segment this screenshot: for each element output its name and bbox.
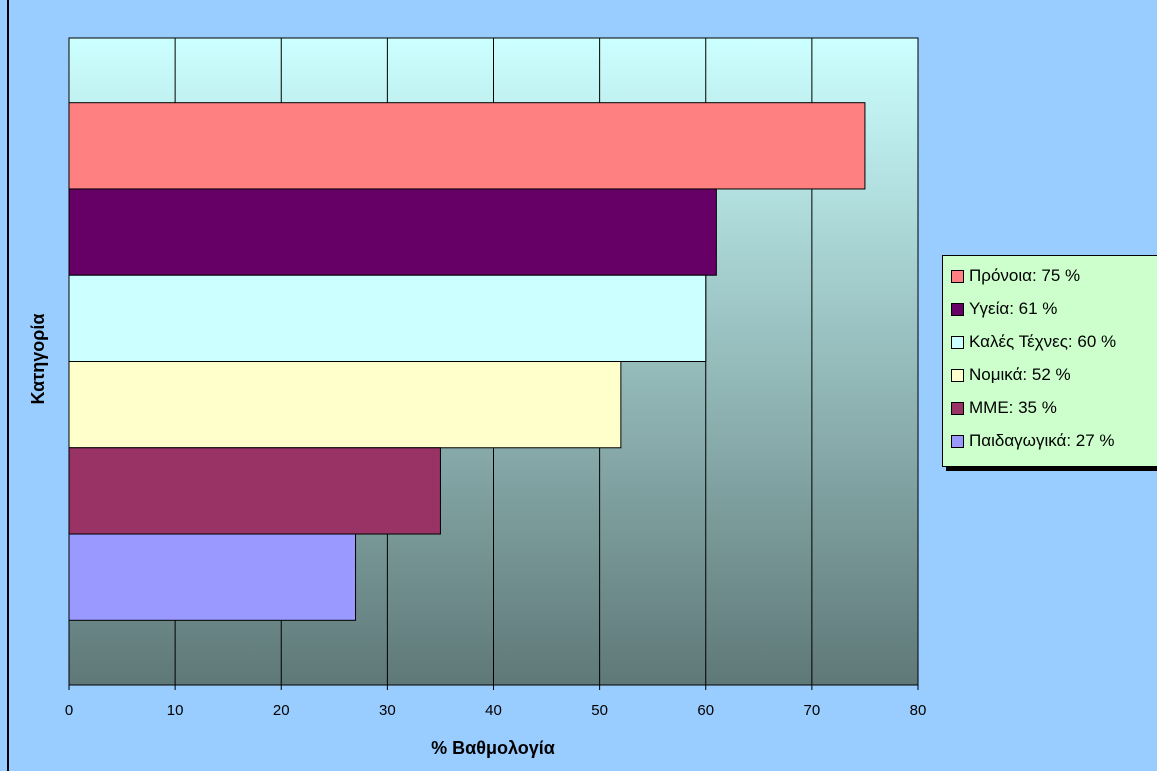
legend-swatch-mme: [951, 401, 964, 415]
legend-item-mme: ΜΜΕ: 35 %: [951, 395, 1057, 421]
legend-item-nomika: Νομικά: 52 %: [951, 362, 1071, 388]
x-tick-label-80: 80: [910, 702, 927, 719]
legend-label-pronoia: Πρόνοια: 75 %: [969, 266, 1081, 285]
legend-label-ygeia: Υγεία: 61 %: [969, 299, 1058, 318]
legend-label-mme: ΜΜΕ: 35 %: [969, 398, 1057, 417]
bar-1: [68, 102, 866, 190]
left-border-line: [7, 0, 9, 771]
x-tick-label-50: 50: [591, 702, 608, 719]
bar-2: [68, 188, 717, 276]
y-axis-title: Κατηγορία: [28, 314, 48, 405]
x-tick-label-40: 40: [485, 702, 502, 719]
legend-item-kales-texnes: Καλές Τέχνες: 60 %: [951, 329, 1116, 355]
legend-swatch-paidagogika: [951, 434, 964, 448]
legend: Πρόνοια: 75 % Υγεία: 61 % Καλές Τέχνες: …: [942, 255, 1157, 467]
bar-3: [68, 274, 707, 363]
legend-swatch-kales-texnes: [951, 335, 964, 349]
bar-4: [68, 361, 622, 449]
x-tick-label-30: 30: [379, 702, 396, 719]
x-tick-label-60: 60: [697, 702, 714, 719]
bar-5: [68, 447, 441, 535]
legend-swatch-nomika: [951, 368, 964, 382]
x-tick-label-20: 20: [273, 702, 290, 719]
bars: [68, 102, 866, 621]
x-axis-title: % Βαθμολογία: [431, 738, 555, 758]
x-tick-label-10: 10: [167, 702, 184, 719]
x-tick-labels: 0 10 20 30 40 50 60 70 80: [65, 685, 927, 719]
x-tick-label-70: 70: [804, 702, 821, 719]
legend-item-ygeia: Υγεία: 61 %: [951, 296, 1057, 322]
legend-swatch-ygeia: [951, 302, 964, 316]
legend-label-paidagogika: Παιδαγωγικά: 27 %: [969, 431, 1115, 450]
legend-swatch-pronoia: [951, 269, 964, 283]
legend-item-pronoia: Πρόνοια: 75 %: [951, 263, 1080, 289]
legend-label-kales-texnes: Καλές Τέχνες: 60 %: [969, 332, 1117, 351]
legend-item-paidagogika: Παιδαγωγικά: 27 %: [951, 428, 1115, 454]
bar-6: [68, 533, 357, 621]
x-tick-label-0: 0: [65, 702, 73, 719]
legend-label-nomika: Νομικά: 52 %: [969, 365, 1071, 384]
